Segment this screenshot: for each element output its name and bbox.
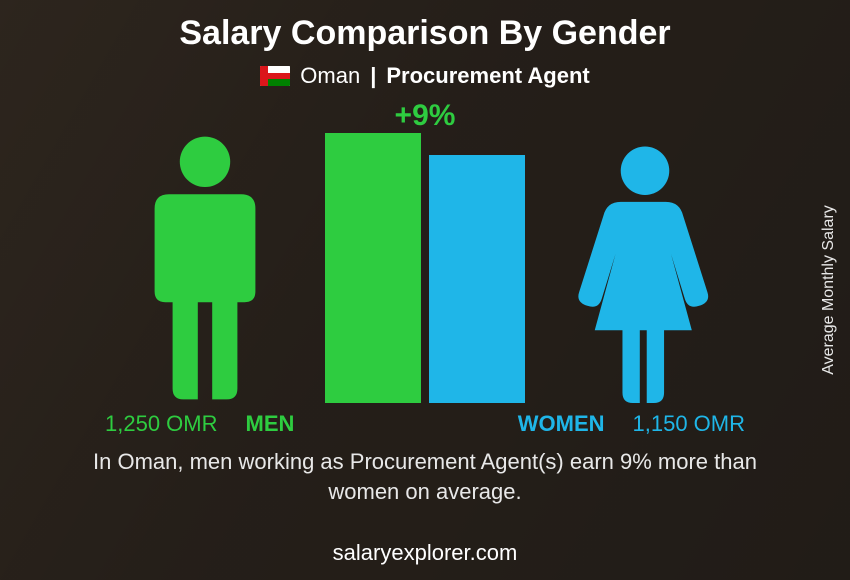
female-salary-value: 1,150 OMR bbox=[633, 411, 746, 437]
male-salary-value: 1,250 OMR bbox=[105, 411, 218, 437]
role-text: Procurement Agent bbox=[386, 63, 589, 89]
male-figure-icon bbox=[115, 133, 295, 403]
summary-text: In Oman, men working as Procurement Agen… bbox=[0, 437, 850, 506]
divider-text: | bbox=[370, 63, 376, 89]
female-label: WOMEN bbox=[504, 411, 605, 437]
male-bar bbox=[325, 133, 421, 403]
location-text: Oman bbox=[300, 63, 360, 89]
male-label: MEN bbox=[246, 411, 309, 437]
page-title: Salary Comparison By Gender bbox=[0, 0, 850, 53]
percent-difference-label: +9% bbox=[395, 99, 456, 133]
subtitle-row: Oman | Procurement Agent bbox=[0, 53, 850, 89]
comparison-chart: +9% 1,250 OMR MEN bbox=[105, 107, 745, 437]
footer-source: salaryexplorer.com bbox=[0, 540, 850, 566]
oman-flag-icon bbox=[260, 66, 290, 86]
female-bar bbox=[429, 155, 525, 403]
y-axis-label: Average Monthly Salary bbox=[820, 205, 838, 375]
female-figure-icon bbox=[555, 143, 735, 403]
